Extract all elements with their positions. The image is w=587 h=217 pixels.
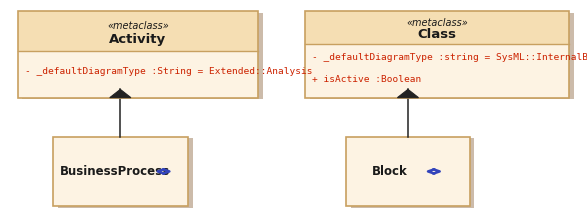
Bar bbox=[18, 11, 258, 98]
Bar bbox=[305, 44, 569, 98]
Polygon shape bbox=[110, 89, 131, 98]
Bar bbox=[310, 13, 574, 99]
Bar bbox=[22, 13, 263, 99]
Polygon shape bbox=[397, 89, 419, 98]
Bar bbox=[346, 137, 470, 206]
Bar bbox=[58, 138, 193, 208]
Bar bbox=[18, 11, 258, 51]
Bar bbox=[305, 11, 569, 44]
Bar bbox=[351, 138, 474, 208]
Bar bbox=[305, 11, 569, 98]
Bar bbox=[18, 51, 258, 98]
Text: «metaclass»: «metaclass» bbox=[406, 18, 468, 28]
Text: + isActive :Boolean: + isActive :Boolean bbox=[312, 75, 421, 84]
Text: - _defaultDiagramType :String = Extended::Analysis: - _defaultDiagramType :String = Extended… bbox=[25, 67, 312, 76]
Text: BusinessProcess: BusinessProcess bbox=[60, 165, 170, 178]
Text: Class: Class bbox=[418, 28, 457, 41]
Text: «metaclass»: «metaclass» bbox=[107, 21, 169, 31]
Text: - _defaultDiagramType :string = SysML::InternalBlock: - _defaultDiagramType :string = SysML::I… bbox=[312, 53, 587, 62]
Text: Block: Block bbox=[372, 165, 407, 178]
Text: Activity: Activity bbox=[109, 33, 167, 46]
Bar bbox=[53, 137, 188, 206]
